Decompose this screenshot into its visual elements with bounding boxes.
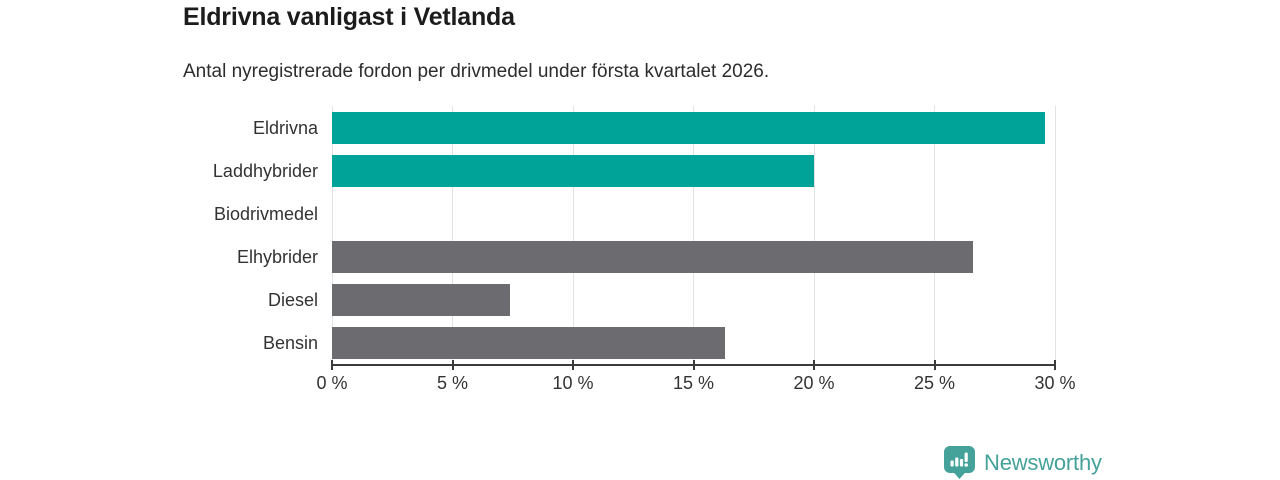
gridline: [572, 106, 574, 365]
category-labels: Eldrivna Laddhybrider Biodrivmedel Elhybrid…: [0, 106, 318, 365]
bar-elhybrider: [332, 241, 974, 274]
bar-bensin: [332, 327, 725, 360]
plot-area: [331, 106, 1056, 365]
category-label-elhybrider: Elhybrider: [236, 247, 318, 268]
bar-diesel: [332, 284, 511, 317]
x-axis-tick-label: 10 %: [552, 373, 594, 393]
category-label-laddhybrider: Laddhybrider: [212, 160, 318, 181]
bar-eldrivna: [332, 111, 1046, 144]
x-axis-tick-label: 5 %: [436, 373, 469, 393]
category-label-diesel: Diesel: [267, 290, 318, 311]
category-label-bensin: Bensin: [262, 333, 318, 354]
gridline: [452, 106, 453, 365]
gridline: [331, 106, 333, 365]
bar-laddhybrider: [332, 154, 814, 187]
newsworthy-wordmark: Newsworthy: [984, 449, 1102, 475]
category-label-eldrivna: Eldrivna: [252, 117, 318, 138]
gridline: [813, 106, 815, 365]
newsworthy-logo[interactable]: Newsworthy: [944, 446, 1102, 479]
newsworthy-icon: [944, 446, 975, 479]
chart-title: Eldrivna vanligast i Vetlanda: [183, 3, 515, 31]
x-axis-tick-label: 25 %: [913, 373, 956, 393]
x-axis-tick-label: 15 %: [672, 373, 715, 393]
gridline: [934, 106, 935, 365]
category-label-biodrivmedel: Biodrivmedel: [213, 203, 318, 224]
x-axis-line: [331, 364, 1056, 366]
chart-subtitle: Antal nyregistrerade fordon per drivmede…: [183, 61, 770, 82]
x-axis-tick-label: 0 %: [316, 373, 348, 393]
gridline: [693, 106, 694, 365]
x-axis-tick-label: 20 %: [793, 373, 835, 393]
gridline: [1054, 106, 1056, 365]
x-axis-tick-label: 30 %: [1034, 373, 1076, 393]
